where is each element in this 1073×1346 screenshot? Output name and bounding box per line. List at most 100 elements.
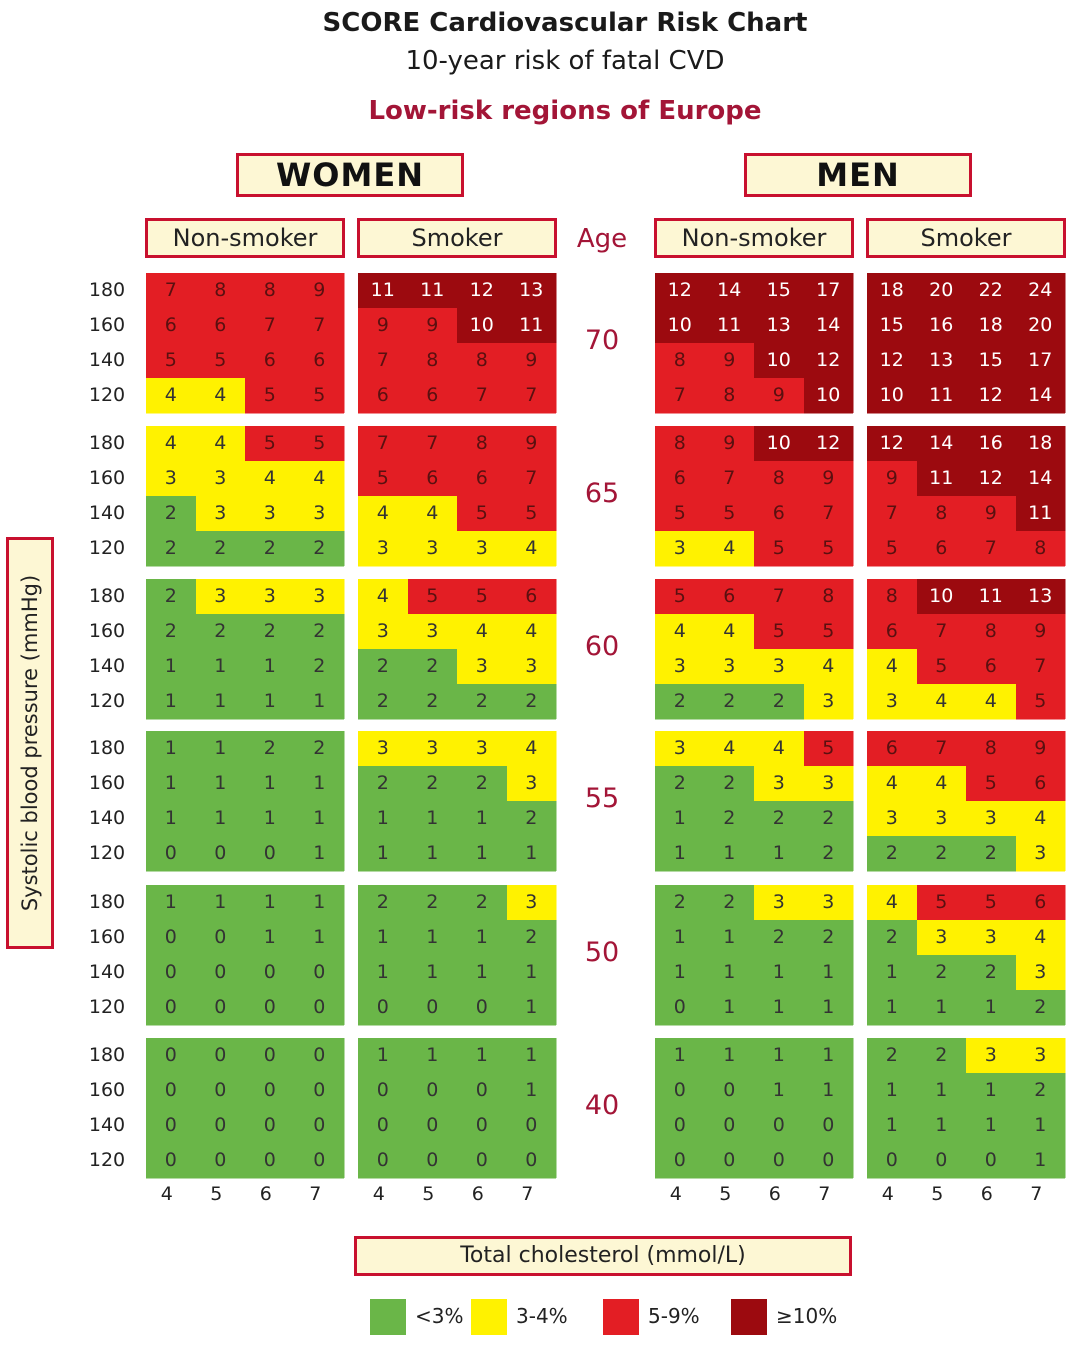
risk-cell: 0	[457, 1143, 507, 1178]
risk-cell: 2	[506, 920, 556, 955]
risk-cell: 1	[966, 1073, 1016, 1108]
risk-cell: 2	[457, 684, 507, 719]
sbp-label: 180	[88, 891, 126, 913]
cholesterol-tick: 7	[818, 1183, 831, 1205]
sbp-label: 140	[88, 807, 126, 829]
risk-cell: 5	[294, 378, 344, 413]
age-label: 70	[584, 325, 620, 356]
risk-cell: 10	[655, 308, 705, 343]
risk-cell: 0	[407, 1143, 457, 1178]
age-label: 40	[584, 1090, 620, 1121]
risk-cell: 7	[867, 496, 917, 531]
legend-swatch	[471, 1299, 507, 1335]
risk-cell: 5	[294, 426, 344, 461]
women-nonsmoker-header: Non-smoker	[145, 218, 345, 258]
risk-cell: 11	[916, 461, 966, 496]
risk-cell: 0	[407, 990, 457, 1025]
risk-cell: 8	[655, 426, 705, 461]
risk-cell: 1	[457, 955, 507, 990]
risk-cell: 0	[195, 990, 245, 1025]
risk-cell: 8	[966, 614, 1016, 649]
risk-cell: 0	[867, 1143, 917, 1178]
risk-cell: 3	[1015, 836, 1065, 871]
risk-cell: 1	[655, 920, 705, 955]
risk-cell: 14	[1015, 461, 1065, 496]
risk-cell: 0	[245, 1108, 295, 1143]
age-label: 65	[584, 478, 620, 509]
risk-cell: 1	[457, 836, 507, 871]
chart-subtitle: 10-year risk of fatal CVD	[405, 46, 725, 76]
risk-cell: 2	[704, 766, 754, 801]
cholesterol-tick: 4	[160, 1183, 173, 1205]
risk-cell: 5	[506, 496, 556, 531]
risk-cell: 2	[146, 496, 196, 531]
risk-cell: 0	[146, 1073, 196, 1108]
risk-cell: 17	[803, 273, 853, 308]
risk-cell: 1	[195, 649, 245, 684]
risk-cell: 6	[704, 579, 754, 614]
cholesterol-tick: 5	[931, 1183, 944, 1205]
risk-cell: 14	[704, 273, 754, 308]
risk-cell: 0	[754, 1143, 804, 1178]
risk-cell: 2	[655, 684, 705, 719]
risk-cell: 2	[358, 766, 408, 801]
risk-cell: 5	[966, 885, 1016, 920]
risk-cell: 3	[146, 461, 196, 496]
risk-cell: 4	[966, 684, 1016, 719]
risk-cell: 0	[294, 1073, 344, 1108]
risk-cell: 6	[966, 649, 1016, 684]
risk-cell: 0	[146, 990, 196, 1025]
risk-cell: 4	[146, 426, 196, 461]
risk-cell: 0	[358, 1143, 408, 1178]
risk-cell: 5	[754, 531, 804, 566]
risk-cell: 0	[457, 1073, 507, 1108]
risk-cell: 0	[457, 1108, 507, 1143]
risk-cell: 13	[1015, 579, 1065, 614]
risk-cell: 9	[966, 496, 1016, 531]
risk-cell: 0	[803, 1108, 853, 1143]
risk-cell: 0	[195, 920, 245, 955]
cholesterol-tick: 7	[309, 1183, 322, 1205]
risk-cell: 3	[655, 731, 705, 766]
risk-cell: 0	[916, 1143, 966, 1178]
risk-cell: 1	[407, 1038, 457, 1073]
risk-cell: 0	[146, 1143, 196, 1178]
risk-cell: 2	[966, 955, 1016, 990]
risk-cell: 1	[867, 1073, 917, 1108]
risk-cell: 10	[754, 343, 804, 378]
risk-cell: 3	[966, 801, 1016, 836]
risk-cell: 8	[457, 343, 507, 378]
risk-cell: 0	[754, 1108, 804, 1143]
sbp-label: 160	[88, 926, 126, 948]
risk-cell: 11	[916, 378, 966, 413]
risk-cell: 9	[1015, 614, 1065, 649]
risk-cell: 0	[245, 1073, 295, 1108]
risk-cell: 5	[457, 579, 507, 614]
risk-cell: 1	[867, 1108, 917, 1143]
men-header: MEN	[744, 153, 972, 197]
risk-cell: 3	[754, 885, 804, 920]
risk-cell: 6	[1015, 885, 1065, 920]
cholesterol-tick: 4	[669, 1183, 682, 1205]
risk-cell: 7	[803, 496, 853, 531]
risk-block-men-smoker-age-65: 12 14 16 18 9 11 12 14 7 8 9 11 5 6 7 8	[867, 426, 1065, 566]
risk-cell: 5	[803, 614, 853, 649]
risk-cell: 2	[146, 531, 196, 566]
risk-cell: 12	[803, 426, 853, 461]
risk-cell: 5	[195, 343, 245, 378]
risk-cell: 1	[704, 920, 754, 955]
risk-cell: 5	[1015, 684, 1065, 719]
age-header: Age	[576, 224, 628, 254]
risk-cell: 2	[867, 920, 917, 955]
sbp-label: 180	[88, 1044, 126, 1066]
risk-cell: 4	[195, 378, 245, 413]
risk-cell: 1	[146, 649, 196, 684]
risk-cell: 7	[966, 531, 1016, 566]
risk-cell: 4	[506, 531, 556, 566]
risk-cell: 9	[506, 343, 556, 378]
risk-cell: 2	[294, 731, 344, 766]
risk-cell: 9	[506, 426, 556, 461]
